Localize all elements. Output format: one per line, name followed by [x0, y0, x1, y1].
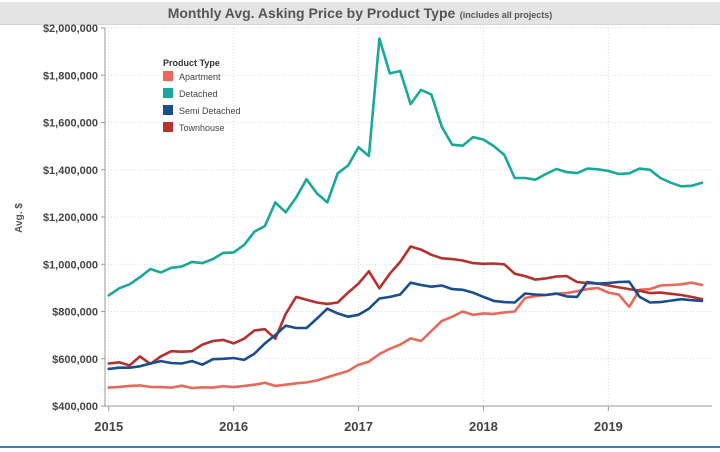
y-gridlines [105, 27, 712, 360]
chart-subtitle: (includes all projects) [459, 10, 553, 20]
legend-swatch [163, 88, 173, 98]
y-tick-label: $600,000 [52, 354, 98, 366]
chart-title-bar: Monthly Avg. Asking Price by Product Typ… [0, 2, 720, 25]
y-tick-label: $400,000 [52, 401, 98, 413]
legend-label: Townhouse [179, 123, 225, 133]
legend-label: Apartment [179, 72, 221, 82]
x-tick-label: 2019 [594, 419, 623, 434]
legend-items: Apartment Detached Semi Detached Townhouse [163, 71, 241, 133]
series-line-semi-detached[interactable] [107, 280, 704, 371]
series-line-apartment[interactable] [107, 281, 704, 390]
series-line-detached[interactable] [107, 37, 704, 297]
x-axis-ticks: 2015 2016 2017 2018 2019 [94, 406, 623, 434]
legend-title: Product Type [163, 58, 220, 68]
y-tick-label: $1,400,000 [43, 165, 98, 177]
legend[interactable]: Product Type Apartment Detached Semi Detac… [163, 58, 241, 133]
chart-title: Monthly Avg. Asking Price by Product Typ… [167, 5, 456, 21]
y-tick-label: $1,600,000 [43, 118, 98, 130]
bottom-divider [0, 446, 720, 448]
y-axis-label: Avg. $ [14, 203, 25, 233]
series-lines [107, 37, 704, 390]
y-tick-label: $1,200,000 [43, 212, 98, 224]
legend-swatch [163, 105, 173, 115]
y-axis-ticks: $400,000 $600,000 $800,000 $1,000,000 $1,200… [43, 23, 105, 413]
x-tick-label: 2018 [469, 419, 498, 434]
y-tick-label: $1,800,000 [43, 70, 98, 82]
x-tick-label: 2016 [219, 419, 248, 434]
y-tick-label: $1,000,000 [43, 259, 98, 271]
legend-label: Semi Detached [179, 106, 241, 116]
x-tick-label: 2017 [344, 419, 373, 434]
y-tick-label: $800,000 [52, 307, 98, 319]
legend-swatch [163, 71, 173, 81]
legend-label: Detached [179, 89, 218, 99]
legend-swatch [163, 122, 173, 132]
x-tick-label: 2015 [94, 419, 123, 434]
y-tick-label: $2,000,000 [43, 23, 98, 35]
